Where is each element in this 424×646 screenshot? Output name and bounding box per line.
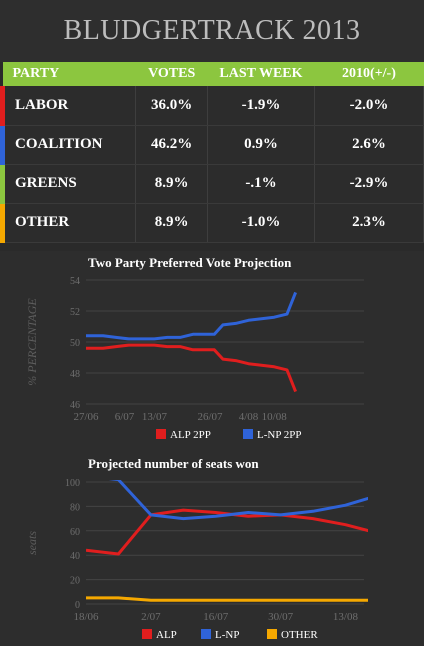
series-line-other <box>86 596 368 602</box>
x-tick-label: 13/08 <box>333 611 359 623</box>
legend-swatch <box>142 629 152 639</box>
x-tick-label: 6/07 <box>115 411 135 423</box>
y-axis-label: seats <box>25 531 39 555</box>
table-row: OTHER 8.9% -1.0% 2.3% <box>0 203 424 243</box>
table-header-row: PARTY VOTES LAST WEEK 2010(+/-) <box>2 62 424 86</box>
x-tick-label: 30/07 <box>268 611 294 623</box>
series-line-l-np <box>108 480 368 521</box>
change-2010-value: 2.3% <box>314 203 424 243</box>
legend-label: ALP 2PP <box>170 429 211 441</box>
y-tick-label: 48 <box>70 369 80 380</box>
y-tick-label: 20 <box>70 576 80 587</box>
change-2010-value: 2.6% <box>314 125 424 165</box>
y-tick-label: 0 <box>75 600 80 611</box>
tpp-chart-panel: Two Party Preferred Vote Projection 46 48 5… <box>0 251 424 449</box>
legend-label: ALP <box>156 629 177 641</box>
legend-label: L-NP <box>215 629 239 641</box>
last-week-value: -1.0% <box>207 203 315 243</box>
y-tick-label: 80 <box>70 502 80 513</box>
table-row: COALITION 46.2% 0.9% 2.6% <box>0 125 424 165</box>
legend-swatch <box>156 429 166 439</box>
chart-title: Two Party Preferred Vote Projection <box>88 255 292 270</box>
y-tick-label: 100 <box>65 478 80 489</box>
y-axis-label: % PERCENTAGE <box>25 298 39 386</box>
x-tick-label: 26/07 <box>197 411 223 423</box>
col-header-party: PARTY <box>2 62 136 86</box>
party-name: OTHER <box>0 203 137 243</box>
y-tick-label: 60 <box>70 527 80 538</box>
y-tick-label: 46 <box>70 400 80 411</box>
seats-chart: Projected number of seats won 0 20 40 60 80 10… <box>25 456 368 641</box>
series-line-alp <box>86 508 368 556</box>
party-name: LABOR <box>0 86 137 126</box>
votes-value: 36.0% <box>135 86 209 126</box>
x-tick-label: 4/08 <box>239 411 259 423</box>
poll-table: PARTY VOTES LAST WEEK 2010(+/-) LABOR 36… <box>0 62 424 243</box>
votes-value: 46.2% <box>135 125 209 165</box>
legend-label: OTHER <box>281 629 318 641</box>
page-title: BLUDGERTRACK 2013 <box>0 0 424 62</box>
y-tick-label: 52 <box>70 307 80 318</box>
change-2010-value: -2.0% <box>314 86 424 126</box>
party-name: COALITION <box>0 125 137 165</box>
last-week-value: -.1% <box>207 164 315 204</box>
table-row: LABOR 36.0% -1.9% -2.0% <box>0 86 424 126</box>
x-tick-label: 18/06 <box>73 611 99 623</box>
change-2010-value: -2.9% <box>314 164 424 204</box>
series-line-l-np-2pp <box>86 291 297 341</box>
x-tick-label: 13/07 <box>142 411 168 423</box>
col-header-last-week: LAST WEEK <box>207 62 315 86</box>
y-tick-label: 50 <box>70 338 80 349</box>
x-tick-label: 2/07 <box>141 611 161 623</box>
party-name: GREENS <box>0 164 137 204</box>
x-tick-label: 10/08 <box>262 411 288 423</box>
col-header-votes: VOTES <box>135 62 208 86</box>
legend-label: L-NP 2PP <box>257 429 302 441</box>
legend-swatch <box>201 629 211 639</box>
last-week-value: -1.9% <box>207 86 315 126</box>
table-row: GREENS 8.9% -.1% -2.9% <box>0 164 424 204</box>
seats-chart-panel: Projected number of seats won 0 20 40 60 80 10… <box>0 449 424 646</box>
x-tick-label: 16/07 <box>203 611 229 623</box>
series-line-alp-2pp <box>86 343 297 393</box>
tpp-chart: Two Party Preferred Vote Projection 46 48 5… <box>25 255 364 441</box>
votes-value: 8.9% <box>135 164 209 204</box>
legend-swatch <box>243 429 253 439</box>
y-tick-label: 40 <box>70 551 80 562</box>
y-tick-label: 54 <box>70 276 80 287</box>
x-tick-label: 27/06 <box>73 411 99 423</box>
votes-value: 8.9% <box>135 203 209 243</box>
chart-title: Projected number of seats won <box>88 456 259 471</box>
col-header-2010-change: 2010(+/-) <box>314 62 424 86</box>
legend-swatch <box>267 629 277 639</box>
last-week-value: 0.9% <box>207 125 315 165</box>
